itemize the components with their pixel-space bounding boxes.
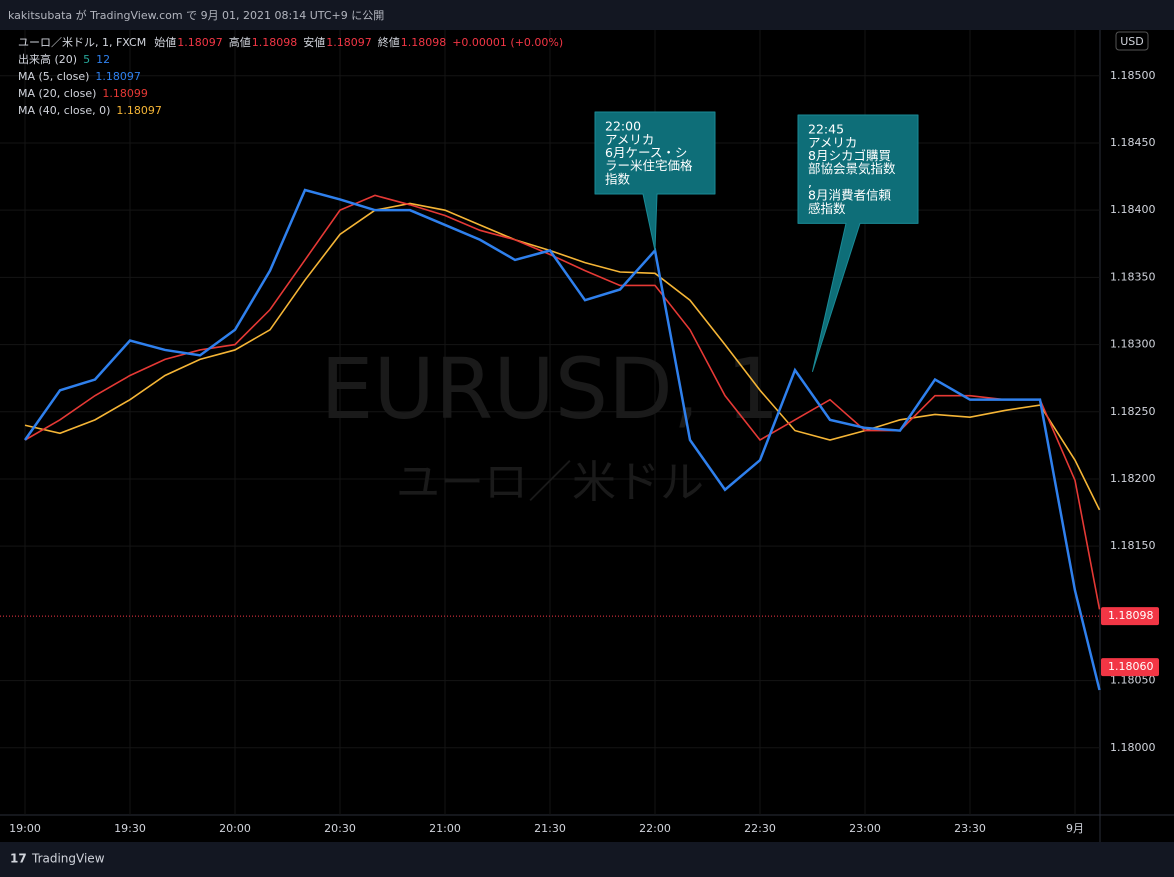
currency[interactable]: USD xyxy=(1120,35,1144,48)
indicator-label: MA (40, close, 0) xyxy=(18,104,110,117)
y-tick-label: 1.18150 xyxy=(1110,539,1156,552)
callout-text: 8月シカゴ購買 xyxy=(808,148,891,163)
volume-value: 12 xyxy=(96,53,110,66)
x-tick-label: 20:30 xyxy=(324,822,356,835)
footer-logo-mark: 17 xyxy=(10,852,27,866)
callout-text: 6月ケース・シ xyxy=(605,145,687,160)
indicator-label: MA (20, close) xyxy=(18,87,96,100)
callout-text: ラー米住宅価格 xyxy=(605,158,693,173)
indicator-value: 1.18097 xyxy=(95,70,141,83)
footer-bar xyxy=(0,842,1174,877)
x-tick-label: 22:30 xyxy=(744,822,776,835)
y-tick-label: 1.18000 xyxy=(1110,741,1156,754)
callout-text: 8月消費者信頼 xyxy=(808,188,891,203)
price-axis xyxy=(1100,30,1174,842)
x-tick-label: 23:00 xyxy=(849,822,881,835)
ohlc-value: 1.18098 xyxy=(252,36,298,49)
ohlc-value: 1.18097 xyxy=(177,36,223,49)
x-tick-label: 21:30 xyxy=(534,822,566,835)
ohlc-label: 終値 xyxy=(378,35,400,49)
x-tick-label: 9月 xyxy=(1066,822,1084,835)
indicator-value: 1.18097 xyxy=(116,104,162,117)
price-tag xyxy=(1101,658,1159,677)
x-tick-label: 23:30 xyxy=(954,822,986,835)
ma-line xyxy=(24,202,1101,511)
callout xyxy=(594,111,716,251)
y-tick-label: 1.18250 xyxy=(1110,405,1156,418)
symbol: ユーロ／米ドル, 1, FXCM xyxy=(18,36,146,49)
y-tick-label: 1.18400 xyxy=(1110,203,1156,216)
callout-text: 指数 xyxy=(605,171,631,186)
callout-text: 部協会景気指数 xyxy=(808,161,896,176)
callout-text: アメリカ xyxy=(808,135,857,150)
ohlc-value: 1.18098 xyxy=(401,36,447,49)
volume-label: 出来高 (20) xyxy=(18,52,77,66)
publisher: kakitsubata が TradingView.com で 9月 01, 2… xyxy=(8,8,384,22)
y-tick-label: 1.18500 xyxy=(1110,69,1156,82)
y-tick-label: 1.18050 xyxy=(1110,674,1156,687)
ohlc-label: 始値 xyxy=(154,35,176,49)
callout-text: 22:00 xyxy=(605,119,641,134)
watermark: EURUSD, 1 xyxy=(320,340,779,438)
footer-logo: TradingView xyxy=(31,852,105,866)
x-tick-label: 19:30 xyxy=(114,822,146,835)
x-tick-label: 19:00 xyxy=(9,822,41,835)
change: +0.00001 (+0.00%) xyxy=(452,36,563,49)
top-bar xyxy=(0,0,1174,30)
y-tick-label: 1.18450 xyxy=(1110,136,1156,149)
ohlc-label: 高値 xyxy=(229,35,251,49)
callout-text: , xyxy=(808,174,812,189)
price-tag-label: 1.18060 xyxy=(1108,660,1154,673)
volume-value: 5 xyxy=(83,53,90,66)
watermark-sub: ユーロ／米ドル xyxy=(396,457,704,508)
x-tick-label: 21:00 xyxy=(429,822,461,835)
callout-text: アメリカ xyxy=(605,132,654,147)
price-tag xyxy=(1101,607,1159,626)
callout-text: 感指数 xyxy=(808,201,846,216)
x-tick-label: 20:00 xyxy=(219,822,251,835)
callout xyxy=(797,114,919,372)
ohlc-value: 1.18097 xyxy=(326,36,372,49)
y-tick-label: 1.18200 xyxy=(1110,472,1156,485)
ma-line xyxy=(23,188,1101,691)
price-tag-label: 1.18098 xyxy=(1108,609,1154,622)
indicator-value: 1.18099 xyxy=(102,87,148,100)
y-tick-label: 1.18300 xyxy=(1110,338,1156,351)
ma-line xyxy=(24,194,1101,610)
currency-button[interactable] xyxy=(1115,31,1149,51)
y-tick-label: 1.18350 xyxy=(1110,270,1156,283)
x-tick-label: 22:00 xyxy=(639,822,671,835)
indicator-label: MA (5, close) xyxy=(18,70,89,83)
callout-text: 22:45 xyxy=(808,122,844,137)
plot xyxy=(23,188,1101,691)
ohlc-label: 安値 xyxy=(303,35,325,49)
